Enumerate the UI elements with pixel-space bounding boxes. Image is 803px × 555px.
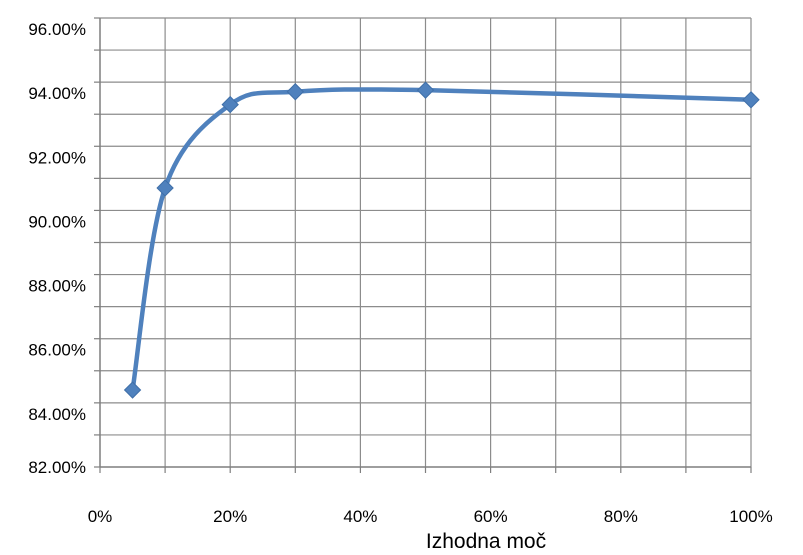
x-tick-label: 100% [729,507,772,526]
axes [99,18,751,468]
y-tick-label: 82.00% [28,458,86,477]
x-tick-label: 20% [213,507,247,526]
grid-lines [94,17,752,473]
x-tick-labels: 0% 20% 40% 60% 80% 100% [88,507,773,526]
y-tick-label: 88.00% [28,277,86,296]
y-tick-label: 94.00% [28,84,86,103]
x-tick-label: 40% [343,507,377,526]
y-tick-label: 96.00% [28,20,86,39]
data-point-marker [156,179,174,197]
x-tick-label: 60% [474,507,508,526]
data-point-marker [742,91,760,109]
y-tick-label: 84.00% [28,405,86,424]
y-tick-labels: 82.00% 84.00% 86.00% 88.00% 90.00% 92.00% 94.0… [28,20,86,477]
series-layer [123,81,760,399]
data-point-marker [416,81,435,99]
x-tick-label: 0% [88,507,113,526]
y-tick-label: 86.00% [28,341,86,360]
x-axis-title: Izhodna moč [426,530,546,553]
data-point-marker [286,83,305,101]
data-point-marker [123,381,142,399]
y-tick-label: 90.00% [28,212,86,231]
y-tick-label: 92.00% [28,148,86,167]
data-point-marker [221,95,239,114]
series-line [130,87,754,393]
x-tick-label: 80% [604,507,638,526]
